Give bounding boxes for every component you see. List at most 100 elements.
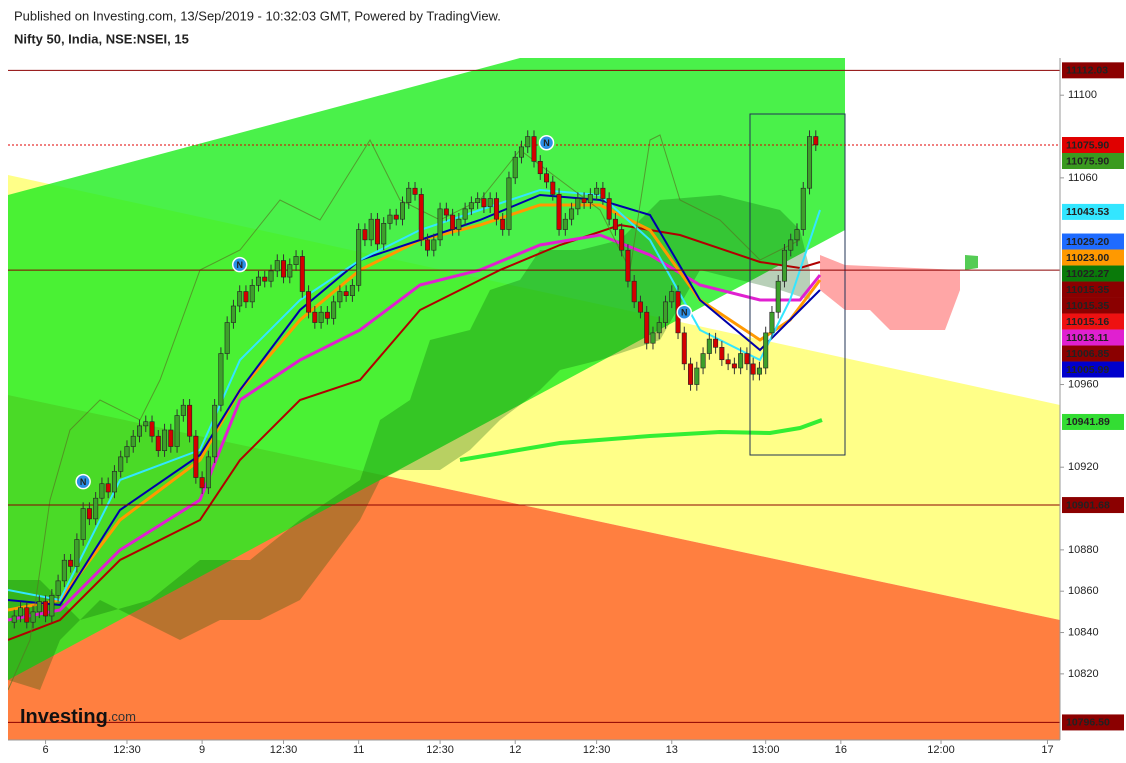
candle-body	[781, 249, 787, 282]
candle-body	[468, 202, 474, 210]
candle-body	[656, 322, 662, 334]
candle-body	[111, 471, 117, 493]
candle-body	[374, 218, 380, 245]
candle-body	[500, 218, 506, 230]
candle-body	[794, 229, 800, 241]
candle-body	[694, 367, 700, 385]
signal-label: N	[681, 308, 688, 318]
x-tick-label: 12:30	[426, 744, 454, 756]
candle-body	[813, 136, 819, 146]
candle-body	[456, 218, 462, 230]
signal-marker	[538, 134, 555, 151]
candle-body	[706, 338, 712, 354]
candle-body	[281, 260, 287, 278]
candle-body	[493, 198, 499, 220]
candle-body	[719, 347, 725, 361]
candle-body	[744, 353, 750, 365]
candle-body	[268, 270, 274, 282]
price-label-box	[1062, 137, 1124, 154]
candle-body	[124, 446, 130, 458]
candle-body	[619, 229, 625, 251]
candle-body	[61, 559, 67, 582]
candle-body	[381, 223, 387, 245]
signal-marker	[676, 304, 693, 320]
candle-body	[249, 285, 255, 303]
candle-body	[49, 595, 55, 617]
candle-body	[205, 456, 211, 489]
price-label: 10796.50	[1066, 717, 1110, 729]
candle-body	[750, 363, 756, 375]
price-label: 11015.35	[1066, 284, 1109, 296]
price-label: 11075.90	[1066, 155, 1109, 167]
logo-brand: Investing	[20, 706, 108, 728]
price-label: 11015.16	[1066, 316, 1109, 328]
candle-body	[506, 177, 512, 230]
x-tick-label: 13:00	[752, 744, 780, 756]
candle-body	[287, 264, 293, 278]
candle-body	[756, 367, 762, 375]
y-tick-label: 10840	[1068, 626, 1099, 638]
candle-body	[393, 214, 399, 220]
price-label-box	[1062, 265, 1124, 282]
candle-body	[644, 311, 650, 344]
candle-body	[788, 239, 794, 251]
candle-body	[625, 249, 631, 282]
candle-body	[343, 291, 349, 296]
price-label: 11015.35	[1066, 300, 1109, 312]
candle-body	[118, 456, 124, 472]
price-label: 10941.89	[1066, 416, 1110, 428]
candle-body	[525, 136, 531, 148]
candle-body	[637, 301, 643, 313]
candle-body	[224, 322, 230, 354]
y-tick-label: 10880	[1068, 544, 1099, 556]
candle-body	[262, 276, 268, 282]
price-label-box	[1062, 313, 1124, 330]
candle-body	[243, 291, 249, 303]
candle-body	[149, 421, 155, 437]
candle-body	[769, 311, 775, 334]
candle-body	[631, 280, 637, 303]
candle-body	[562, 218, 568, 230]
price-label: 11005.99	[1066, 364, 1109, 376]
candle-body	[74, 539, 80, 567]
price-label-box	[1062, 297, 1124, 314]
candle-body	[349, 285, 355, 296]
candle-body	[137, 425, 143, 437]
candle-body	[556, 194, 562, 230]
y-tick-label: 10920	[1068, 461, 1099, 473]
candle-body	[174, 415, 180, 447]
candle-body	[199, 477, 205, 489]
subtitle: Published on Investing.com, 13/Sep/2019 …	[14, 8, 501, 23]
candle-body	[800, 187, 806, 230]
candle-body	[324, 311, 330, 319]
y-tick-label: 10820	[1068, 668, 1099, 680]
candle-body	[18, 607, 24, 617]
candle-body	[575, 198, 581, 210]
green-channel	[8, 58, 845, 680]
candle-body	[68, 559, 74, 567]
candle-body	[312, 311, 318, 323]
x-tick-label: 12	[509, 744, 521, 756]
candle-body	[218, 353, 224, 406]
candle-body	[36, 601, 42, 613]
price-label: 11022.27	[1066, 268, 1109, 280]
candle-body	[30, 611, 36, 623]
chart-title: Nifty 50, India, NSE:NSEI, 15	[14, 31, 189, 46]
candle-body	[600, 187, 606, 199]
candle-body	[43, 601, 49, 617]
candle-body	[93, 497, 99, 520]
ma-orange	[8, 203, 822, 612]
selection-box	[749, 113, 846, 456]
ma-cyan	[8, 188, 821, 602]
price-label: 11013.11	[1066, 332, 1109, 344]
candle-body	[731, 363, 737, 369]
candle-body	[193, 435, 199, 478]
logo: Investing.com	[20, 706, 136, 728]
candle-body	[362, 229, 368, 241]
x-tick-label: 12:30	[583, 744, 611, 756]
candle-body	[487, 198, 493, 208]
price-label-box	[1062, 345, 1124, 362]
candle-body	[162, 429, 168, 451]
candle-body	[581, 198, 587, 203]
candle-body	[531, 136, 537, 162]
